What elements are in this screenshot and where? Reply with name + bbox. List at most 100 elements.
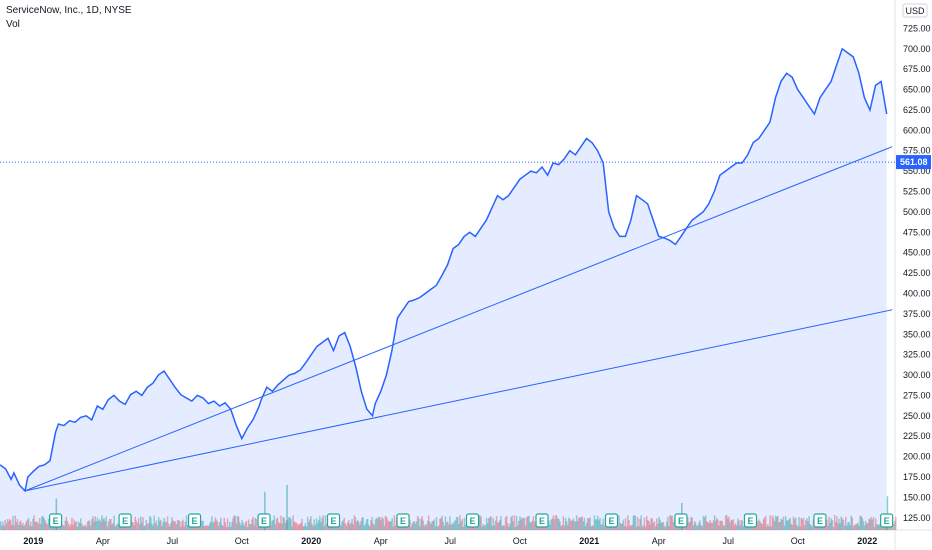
volume-spike: [264, 491, 266, 531]
volume-bar: [863, 525, 866, 530]
volume-bar: [136, 522, 139, 530]
volume-bar: [700, 525, 702, 530]
volume-bar: [23, 526, 25, 530]
trendlines[interactable]: [24, 146, 893, 492]
volume-bar: [802, 517, 805, 530]
volume-bar: [574, 521, 577, 530]
y-tick-label: 700.00: [903, 44, 931, 54]
volume-bar: [174, 521, 177, 530]
volume-bar: [594, 519, 597, 530]
earnings-marker: E: [535, 513, 549, 528]
volume-bar: [276, 517, 279, 530]
volume-bar: [653, 521, 656, 530]
volume-bar: [676, 526, 678, 530]
volume-bar: [100, 521, 102, 530]
x-axis[interactable]: 2019 Apr Jul Oct 2020 Apr Jul Oct 2021 Apr Jul Oct 2…: [23, 536, 877, 546]
volume-bar: [77, 521, 80, 530]
volume-bar: [421, 516, 423, 530]
volume-bar: [833, 515, 836, 530]
volume-bar: [511, 515, 513, 530]
volume-bar: [625, 526, 628, 530]
volume-bar: [505, 515, 508, 530]
volume-bar: [439, 518, 441, 530]
volume-bar: [434, 525, 437, 530]
volume-bar: [159, 520, 161, 530]
volume-bar: [214, 517, 217, 530]
volume-bar: [855, 524, 857, 530]
volume-bar: [550, 519, 552, 530]
volume-bar: [113, 515, 115, 530]
volume-bar: [200, 526, 202, 530]
volume-bar: [869, 519, 871, 530]
volume-bar: [523, 517, 526, 530]
volume-bar: [207, 525, 210, 530]
volume-bar: [223, 517, 225, 530]
volume-bar: [617, 526, 619, 530]
volume-bar: [642, 524, 645, 530]
volume-bar: [388, 521, 390, 530]
volume-bar: [34, 521, 36, 530]
volume-bar: [92, 516, 94, 530]
y-tick-label: 525.00: [903, 187, 931, 197]
volume-bar: [415, 521, 418, 530]
volume-bar: [224, 522, 227, 530]
volume-bar: [379, 517, 381, 530]
volume-bar: [440, 518, 442, 530]
volume-bar: [5, 523, 8, 530]
volume-bar: [115, 524, 118, 530]
x-tick-label: 2020: [301, 536, 321, 546]
volume-bar: [203, 525, 205, 530]
volume-bar: [461, 519, 463, 530]
volume-spike: [286, 485, 288, 530]
volume-bar: [494, 520, 497, 530]
volume-bar: [811, 526, 814, 530]
volume-bar: [696, 526, 698, 530]
volume-bar: [703, 517, 706, 530]
trendline: [24, 146, 893, 492]
volume-bar: [325, 523, 328, 530]
volume-bar: [513, 515, 516, 530]
volume-bar: [623, 525, 626, 530]
volume-bar: [179, 521, 181, 530]
volume-bar: [83, 526, 85, 530]
volume-bar: [533, 521, 536, 530]
volume-bar: [274, 524, 277, 530]
x-tick-label: Apr: [96, 536, 110, 546]
volume-bar: [144, 525, 146, 530]
earnings-letter: E: [53, 516, 59, 526]
volume-bar: [414, 523, 417, 530]
volume-bar: [87, 520, 90, 530]
volume-bar: [667, 516, 669, 530]
volume-bar: [558, 518, 560, 530]
volume-bar: [371, 516, 373, 530]
trendline: [24, 309, 893, 492]
volume-bar: [666, 521, 668, 530]
volume-bar: [293, 521, 295, 530]
earnings-marker: E: [257, 513, 271, 528]
volume-bar: [410, 526, 412, 530]
volume-bar: [97, 520, 100, 530]
volume-bar: [867, 523, 869, 530]
volume-label: Vol: [6, 19, 20, 30]
volume-bar: [117, 523, 120, 530]
volume-bar: [134, 516, 136, 530]
volume-bar: [463, 517, 466, 530]
volume-bar: [621, 523, 623, 530]
volume-bar: [72, 525, 74, 530]
volume-bar: [872, 517, 875, 530]
volume-bar: [652, 522, 655, 530]
volume-bar: [38, 518, 41, 530]
volume-bar: [229, 521, 231, 530]
volume-bar: [563, 525, 566, 530]
y-axis[interactable]: 125.00 150.00 175.00 200.00 225.00 250.00 275.…: [903, 23, 931, 522]
earnings-icon: [187, 513, 202, 528]
volume-bar: [800, 517, 802, 530]
volume-bar: [171, 517, 173, 530]
volume-bar: [777, 515, 779, 530]
volume-bar: [739, 525, 741, 530]
volume-bar: [422, 520, 424, 530]
volume-bar: [254, 518, 257, 530]
volume-bar: [603, 525, 606, 530]
